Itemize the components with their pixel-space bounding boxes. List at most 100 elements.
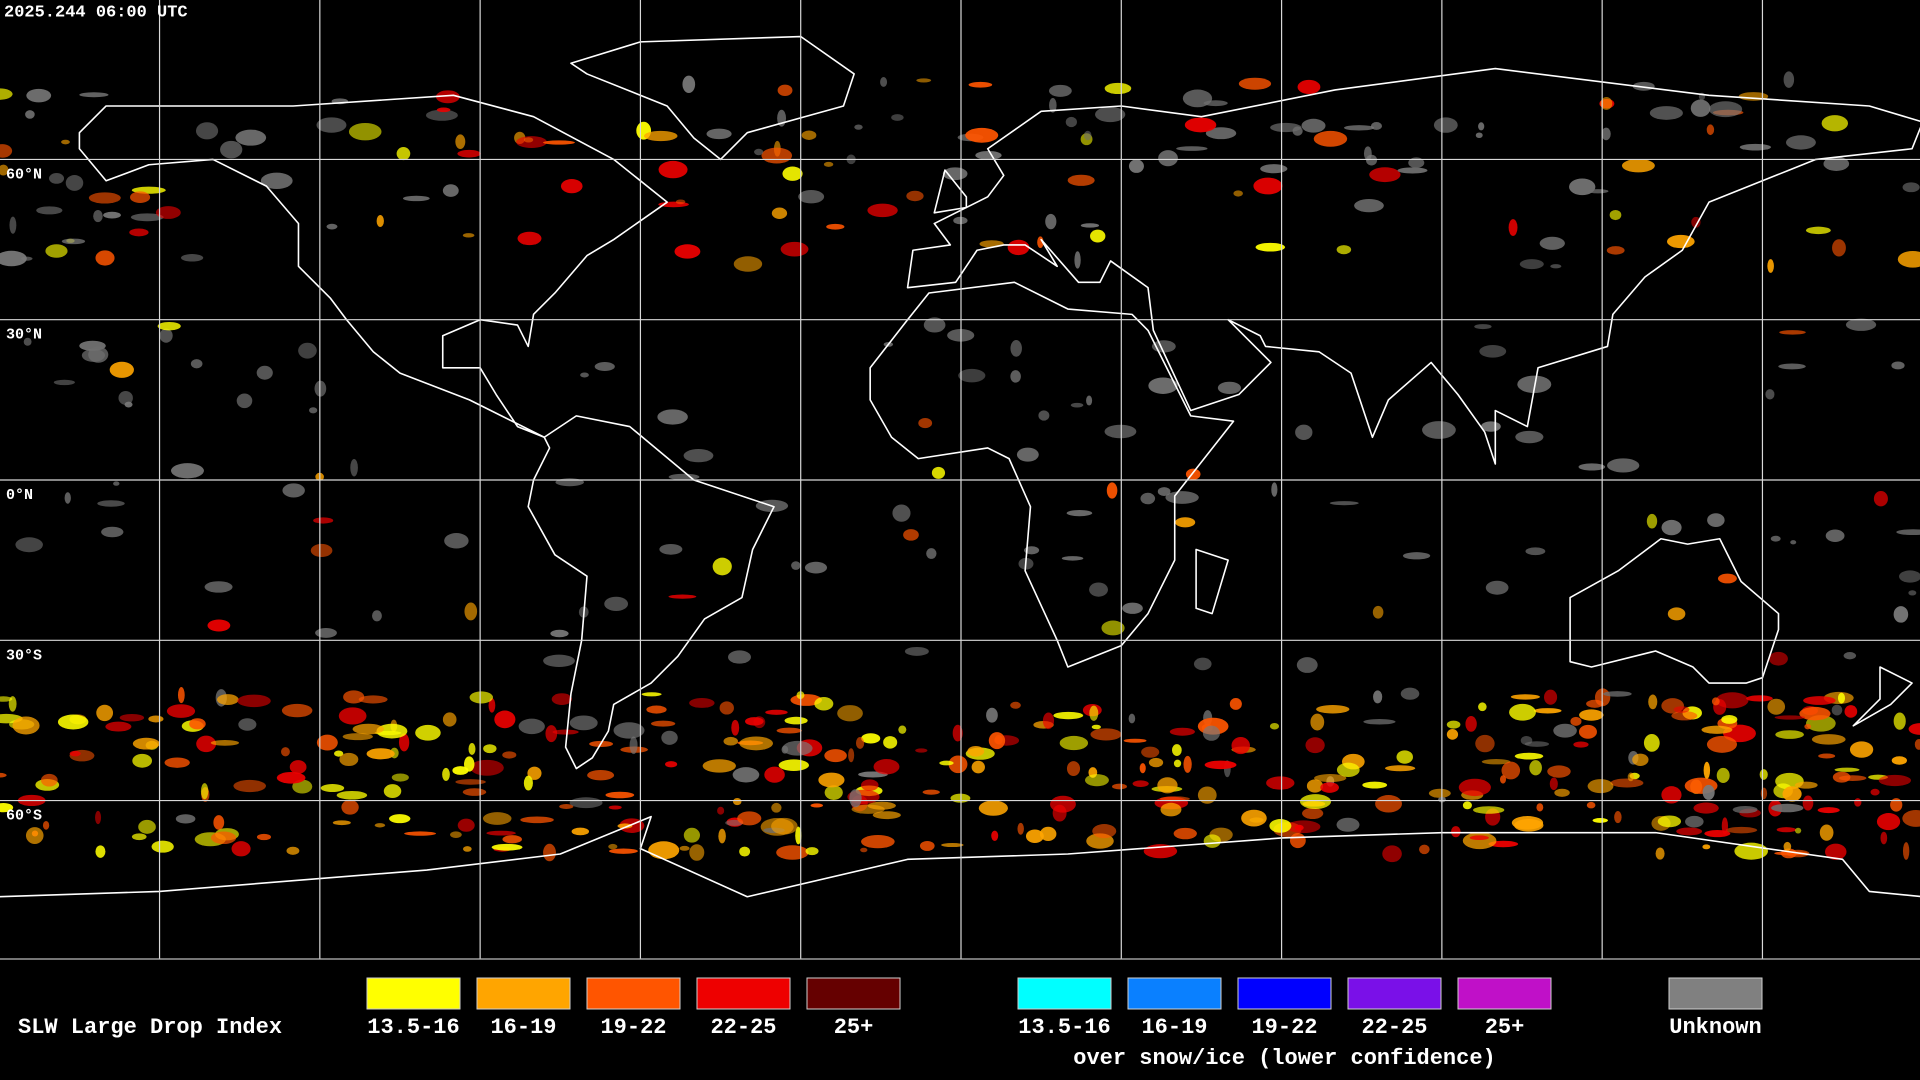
cloud-patch: [781, 745, 789, 754]
cloud-patch: [1702, 784, 1715, 800]
cloud-patch: [1059, 735, 1089, 751]
cloud-patch: [491, 843, 523, 851]
cloud-patch: [57, 714, 89, 730]
cloud-patch: [1045, 213, 1057, 230]
cloud-patch: [814, 697, 834, 711]
cloud-patch: [237, 694, 271, 708]
cloud-patch: [675, 199, 686, 205]
cloud-patch: [1343, 125, 1375, 131]
cloud-patch: [1890, 798, 1903, 812]
cloud-patch: [131, 833, 147, 841]
cloud-patch: [1203, 834, 1221, 848]
cloud-patch: [1794, 781, 1818, 789]
cloud-patch: [1478, 122, 1485, 131]
cloud-patch: [1578, 463, 1606, 471]
cloud-patch: [1202, 725, 1220, 741]
coastline: [906, 67, 1920, 465]
cloud-patch: [1446, 729, 1459, 740]
coastline: [933, 169, 968, 214]
cloud-patch: [1123, 738, 1147, 743]
cloud-patch: [0, 250, 27, 267]
cloud-patch: [1329, 501, 1359, 506]
cloud-patch: [1783, 841, 1792, 852]
cloud-patch: [1183, 755, 1192, 773]
cloud-patch: [1269, 819, 1292, 833]
cloud-patch: [1775, 730, 1804, 739]
cloud-patch: [1038, 410, 1050, 421]
cloud-patch: [1397, 167, 1428, 174]
cloud-patch: [1819, 824, 1834, 841]
cloud-patch: [464, 602, 478, 621]
cloud-patch: [236, 393, 253, 409]
cloud-patch: [903, 529, 919, 541]
cloud-patch: [689, 698, 715, 708]
cloud-patch: [1648, 694, 1658, 710]
cloud-patch: [1384, 765, 1416, 772]
cloud-patch: [1266, 776, 1295, 790]
cloud-patch: [389, 814, 411, 824]
cloud-patch: [352, 723, 385, 735]
cloud-patch: [543, 843, 556, 862]
cloud-patch: [396, 147, 411, 161]
cloud-patch: [12, 716, 40, 735]
cloud-patch: [904, 646, 929, 656]
cloud-patch: [1375, 795, 1402, 813]
cloud-patch: [1217, 381, 1241, 394]
cloud-patch: [518, 718, 545, 735]
cloud-patch: [189, 718, 206, 730]
cloud-patch: [1362, 781, 1388, 789]
cloud-patch: [1655, 847, 1665, 860]
cloud-patch: [42, 821, 50, 830]
cloud-patch: [1902, 842, 1910, 860]
cloud-patch: [1095, 106, 1126, 123]
cloud-patch: [1838, 775, 1867, 781]
cloud-patch: [260, 172, 293, 189]
cloud-patch: [1465, 716, 1477, 732]
cloud-patch: [1485, 580, 1509, 595]
cloud-patch: [1481, 759, 1511, 765]
cloud-patch: [1671, 711, 1698, 721]
cloud-patch: [1661, 786, 1682, 804]
cloud-patch: [552, 729, 579, 735]
cloud-patch: [45, 244, 68, 258]
cloud-patch: [1428, 788, 1451, 798]
cloud-patch: [1795, 827, 1802, 834]
cloud-patch: [64, 492, 71, 504]
cloud-patch: [1042, 712, 1055, 730]
cloud-patch: [1474, 324, 1492, 330]
cloud-patch: [560, 179, 583, 194]
cloud-patch: [1025, 829, 1044, 843]
cloud-patch: [1475, 734, 1495, 753]
cloud-patch: [782, 740, 813, 756]
legend-label: 16-19: [1141, 1015, 1207, 1040]
cloud-patch: [130, 213, 164, 222]
cloud-patch: [1499, 775, 1507, 784]
cloud-patch: [629, 736, 638, 755]
cloud-patch: [1299, 794, 1332, 810]
cloud-patch: [341, 799, 359, 815]
cloud-patch: [1132, 780, 1149, 787]
cloud-patch: [851, 804, 885, 814]
legend-swatch: [1127, 977, 1222, 1010]
cloud-patch: [939, 760, 954, 766]
cloud-patch: [764, 766, 785, 783]
legend-label: 19-22: [600, 1015, 666, 1040]
cloud-patch: [1104, 82, 1132, 95]
cloud-patch: [1269, 722, 1280, 730]
cloud-patch: [282, 483, 305, 498]
cloud-patch: [1175, 517, 1196, 528]
cloud-patch: [204, 581, 233, 593]
legend-label: 25+: [834, 1015, 874, 1040]
cloud-patch: [941, 843, 964, 848]
cloud-patch: [196, 735, 217, 753]
cloud-patch: [1473, 806, 1505, 814]
cloud-patch: [1049, 98, 1057, 113]
cloud-patch: [1721, 715, 1738, 724]
cloud-patch: [1255, 242, 1286, 252]
cloud-patch: [1831, 704, 1843, 716]
cloud-patch: [1286, 820, 1321, 834]
cloud-patch: [1914, 738, 1920, 750]
cloud-patch: [1770, 535, 1781, 542]
cloud-patch: [151, 840, 174, 853]
cloud-patch: [450, 831, 462, 838]
